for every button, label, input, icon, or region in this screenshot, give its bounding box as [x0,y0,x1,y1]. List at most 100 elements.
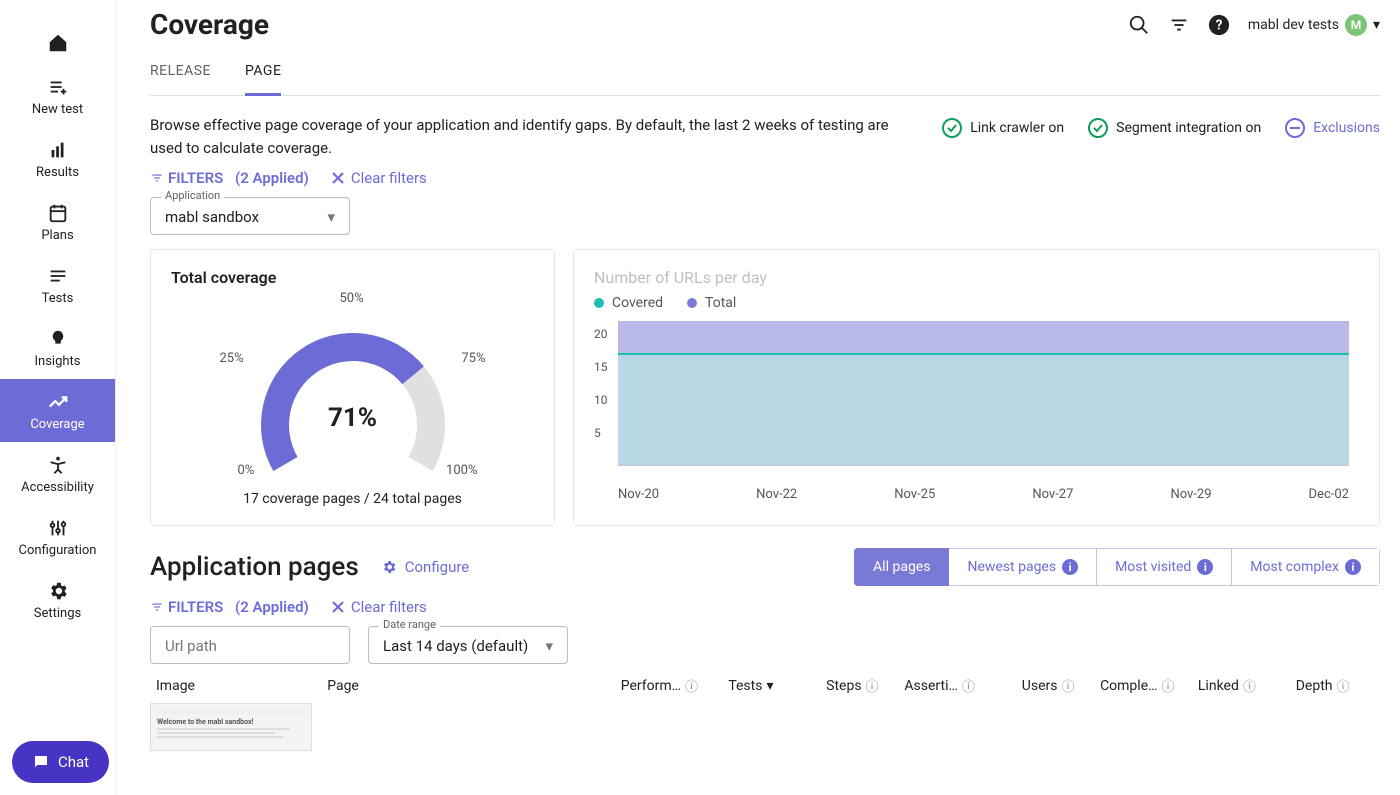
info-icon: i [1197,559,1213,575]
page-title: Coverage [150,8,269,41]
status-chips: Link crawler on Segment integration on E… [942,114,1380,138]
legend-total: Total [687,295,736,311]
segment-all-pages[interactable]: All pages [854,548,949,586]
sidebar-item-tests[interactable]: Tests [0,253,115,316]
pages-filter-fields: Date range Last 14 days (default) ▾ [150,626,1380,664]
sidebar-item-new-test[interactable]: New test [0,64,115,127]
pages-filters-toggle[interactable]: FILTERS (2 Applied) [150,598,309,616]
cards-row: Total coverage 71% 50% 25% 75% 0% 100% 1… [150,249,1380,526]
configure-button[interactable]: Configure [381,558,470,576]
sidebar-item-results[interactable]: Results [0,127,115,190]
tab-page[interactable]: PAGE [245,53,281,96]
area-chart-title: Number of URLs per day [594,268,1359,287]
date-range-select[interactable]: Date range Last 14 days (default) ▾ [368,626,568,664]
page-segments: All pagesNewest pagesiMost visitediMost … [854,548,1380,586]
chevron-down-icon: ▾ [1373,17,1380,33]
tabs: RELEASE PAGE [150,53,1380,96]
sidebar-item-coverage[interactable]: Coverage [0,379,115,442]
description-row: Browse effective page coverage of your a… [150,114,1380,159]
clear-filters[interactable]: Clear filters [331,169,427,187]
minus-circle-icon [1285,118,1305,138]
coverage-icon [47,391,69,413]
chip-exclusions[interactable]: Exclusions [1285,118,1380,138]
info-icon: ⓘ [1336,676,1349,695]
tab-release[interactable]: RELEASE [150,53,211,95]
tests-icon [47,265,69,287]
y-tick: 10 [594,393,608,407]
sidebar-item-accessibility[interactable]: Accessibility [0,442,115,505]
segment-newest-pages[interactable]: Newest pagesi [949,548,1097,586]
col-users: Usersⓘ [1022,676,1100,695]
chart-legend: Covered Total [594,295,1359,311]
topbar: Coverage ? mabl dev tests M ▾ [150,8,1380,41]
col-steps: Stepsⓘ [826,676,904,695]
segment-most-complex[interactable]: Most complexi [1232,548,1380,586]
chevron-down-icon: ▾ [766,678,773,694]
col-asserti: Asserti…ⓘ [904,676,1021,695]
date-value: Last 14 days (default) [383,637,528,655]
x-tick: Nov-27 [1032,487,1073,502]
workspace-name: mabl dev tests [1248,17,1339,33]
gauge-card: Total coverage 71% 50% 25% 75% 0% 100% 1… [150,249,555,526]
sidebar-item-insights[interactable]: Insights [0,316,115,379]
area-chart-card: Number of URLs per day Covered Total 5 10… [573,249,1380,526]
col-linked: Linkedⓘ [1198,676,1296,695]
settings-icon [47,580,69,602]
main-content: Coverage ? mabl dev tests M ▾ RELEASE PAG… [115,0,1400,795]
filter-icon[interactable] [1168,14,1190,36]
top-actions: ? mabl dev tests M ▾ [1128,14,1380,36]
newtest-icon [47,76,69,98]
url-path-input[interactable] [150,626,350,664]
chevron-down-icon: ▾ [327,208,335,226]
col-perform: Perform…ⓘ [621,676,729,695]
info-icon: ⓘ [1162,676,1175,695]
chevron-down-icon: ▾ [545,637,553,655]
filters-toggle[interactable]: FILTERS (2 Applied) [150,169,309,187]
x-tick: Nov-22 [756,487,797,502]
info-icon: ⓘ [685,676,698,695]
home-icon [47,32,69,54]
info-icon: ⓘ [1243,676,1256,695]
application-value: mabl sandbox [165,208,259,226]
col-image: Image [156,676,327,695]
sidebar-item-settings[interactable]: Settings [0,568,115,631]
segment-most-visited[interactable]: Most visitedi [1097,548,1232,586]
insights-icon [47,328,69,350]
pages-filters-row: FILTERS (2 Applied) Clear filters [150,598,1380,616]
col-page: Page [327,676,621,695]
chip-segment: Segment integration on [1088,118,1261,138]
x-tick: Nov-25 [894,487,935,502]
y-tick: 5 [594,426,601,440]
sidebar-item-home[interactable] [0,20,115,64]
application-select[interactable]: Application mabl sandbox ▾ [150,197,350,235]
check-circle-icon [1088,118,1108,138]
app-pages-header: Application pages Configure All pagesNew… [150,548,1380,586]
results-icon [47,139,69,161]
url-path-field[interactable] [165,637,335,655]
sidebar-item-plans[interactable]: Plans [0,190,115,253]
chat-button[interactable]: Chat [12,741,109,783]
check-circle-icon [942,118,962,138]
info-icon: ⓘ [1062,676,1075,695]
x-tick: Nov-20 [618,487,659,502]
legend-covered: Covered [594,295,663,311]
col-tests[interactable]: Tests▾ [728,676,826,695]
page-thumbnail[interactable]: Welcome to the mabl sandbox! [150,703,312,751]
chip-link-crawler: Link crawler on [942,118,1064,138]
app-pages-title: Application pages [150,552,359,582]
y-tick: 15 [594,360,608,374]
configuration-icon [47,517,69,539]
help-icon[interactable]: ? [1208,14,1230,36]
search-icon[interactable] [1128,14,1150,36]
gauge-title: Total coverage [171,268,534,287]
gauge-chart: 71% 50% 25% 75% 0% 100% [228,295,478,475]
sidebar-item-configuration[interactable]: Configuration [0,505,115,568]
workspace-switcher[interactable]: mabl dev tests M ▾ [1248,14,1380,36]
field-label: Date range [379,618,440,631]
description-text: Browse effective page coverage of your a… [150,114,910,159]
col-depth: Depthⓘ [1296,676,1374,695]
pages-clear-filters[interactable]: Clear filters [331,598,427,616]
info-icon: i [1062,559,1078,575]
col-comple: Comple…ⓘ [1100,676,1198,695]
sidebar: New testResultsPlansTestsInsightsCoverag… [0,0,115,795]
